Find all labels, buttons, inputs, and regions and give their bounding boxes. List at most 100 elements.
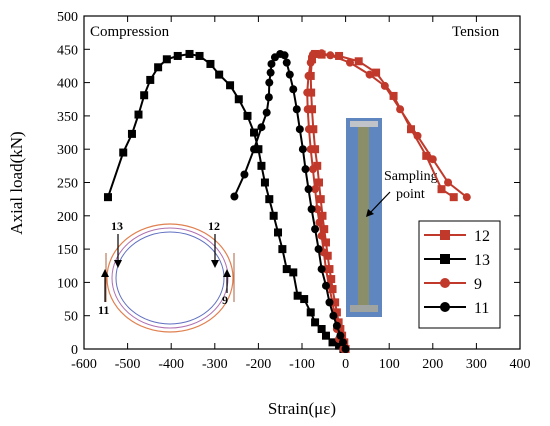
- data-point: [317, 265, 326, 274]
- data-point: [338, 338, 347, 347]
- photo-pointer-head: [366, 209, 374, 217]
- data-point: [413, 131, 422, 140]
- data-point: [422, 151, 431, 160]
- x-axis-title: Strain(με): [268, 399, 336, 418]
- data-point: [254, 145, 263, 154]
- data-point: [311, 225, 320, 234]
- legend: 12 13 9 11: [418, 220, 501, 329]
- x-tick-label: -200: [246, 357, 272, 372]
- legend-marker: [440, 254, 450, 264]
- data-point: [103, 193, 112, 202]
- series-11: [230, 49, 350, 353]
- data-point: [321, 238, 330, 247]
- data-point: [173, 51, 182, 60]
- data-point: [300, 295, 309, 304]
- photo-label-line2: point: [396, 187, 425, 202]
- x-tick-label: 100: [379, 357, 400, 372]
- data-point: [303, 105, 312, 114]
- data-point: [304, 125, 313, 134]
- inset-arrowhead-9: [223, 269, 231, 277]
- data-point: [354, 57, 363, 66]
- y-tick-label: 350: [57, 110, 78, 125]
- data-point: [285, 70, 294, 79]
- data-point: [226, 81, 235, 90]
- y-tick-label: 200: [57, 210, 78, 225]
- legend-item: 13: [424, 252, 490, 269]
- data-point: [462, 193, 471, 202]
- data-point: [304, 71, 313, 80]
- data-point: [306, 308, 315, 317]
- data-point: [396, 105, 405, 114]
- data-point: [328, 338, 337, 347]
- y-tick-label: 150: [57, 243, 78, 258]
- y-tick-label: 100: [57, 276, 78, 291]
- data-point: [306, 58, 315, 67]
- legend-item: 12: [424, 228, 490, 245]
- photo-pointer: [367, 191, 391, 216]
- x-tick-label: 0: [342, 357, 349, 372]
- x-tick-label: -600: [71, 357, 97, 372]
- data-point: [162, 55, 171, 64]
- data-point: [260, 178, 269, 187]
- data-point: [389, 91, 398, 100]
- x-tick-label: -100: [289, 357, 315, 372]
- photo-specimen: [358, 122, 369, 312]
- y-tick-label: 250: [57, 177, 78, 192]
- legend-label: 9: [474, 276, 482, 293]
- series-13: [103, 49, 348, 353]
- data-point: [267, 59, 276, 68]
- cross-section-inset: 13 12 11 9: [98, 219, 235, 333]
- legend-marker: [440, 278, 450, 288]
- data-point: [289, 268, 298, 277]
- y-tick-label: 450: [57, 43, 78, 58]
- data-point: [293, 291, 302, 300]
- data-point: [315, 218, 324, 227]
- data-point: [282, 265, 291, 274]
- data-point: [308, 165, 317, 174]
- data-point: [307, 205, 316, 214]
- data-point: [146, 75, 155, 84]
- data-point: [325, 298, 334, 307]
- data-point: [329, 311, 338, 320]
- x-tick-label: 300: [466, 357, 487, 372]
- legend-marker: [440, 302, 450, 312]
- data-point: [380, 81, 389, 90]
- data-point: [308, 50, 317, 59]
- data-point: [119, 148, 128, 157]
- data-point: [317, 49, 326, 58]
- data-point: [332, 321, 341, 330]
- data-point: [341, 345, 350, 353]
- data-point: [215, 70, 224, 79]
- data-point: [316, 195, 325, 204]
- data-point: [437, 185, 446, 194]
- inset-label-11: 11: [98, 303, 109, 317]
- data-point: [321, 331, 330, 340]
- legend-label: 11: [474, 300, 489, 317]
- data-point: [185, 49, 194, 58]
- data-point: [407, 125, 415, 134]
- data-point: [154, 63, 163, 72]
- data-point: [335, 51, 344, 60]
- data-point: [326, 51, 335, 60]
- data-point: [303, 88, 312, 97]
- data-point: [262, 108, 271, 117]
- data-point: [328, 285, 337, 294]
- data-point: [257, 161, 266, 170]
- inset-label-13: 13: [111, 219, 123, 233]
- data-point: [318, 211, 327, 220]
- data-point: [317, 325, 326, 334]
- data-point: [134, 110, 143, 119]
- data-point: [250, 145, 259, 154]
- data-point: [250, 128, 259, 137]
- data-point: [306, 145, 315, 154]
- inset-outer-ring: [106, 223, 234, 333]
- data-point: [301, 165, 310, 174]
- data-point: [365, 70, 374, 79]
- inset-arrowhead-13: [114, 260, 122, 268]
- photo-label-line1: Sampling: [384, 169, 438, 184]
- data-point: [265, 78, 274, 87]
- x-tick-label: -500: [115, 357, 141, 372]
- data-point: [195, 51, 204, 60]
- legend-box: [418, 220, 501, 329]
- data-point: [266, 68, 275, 77]
